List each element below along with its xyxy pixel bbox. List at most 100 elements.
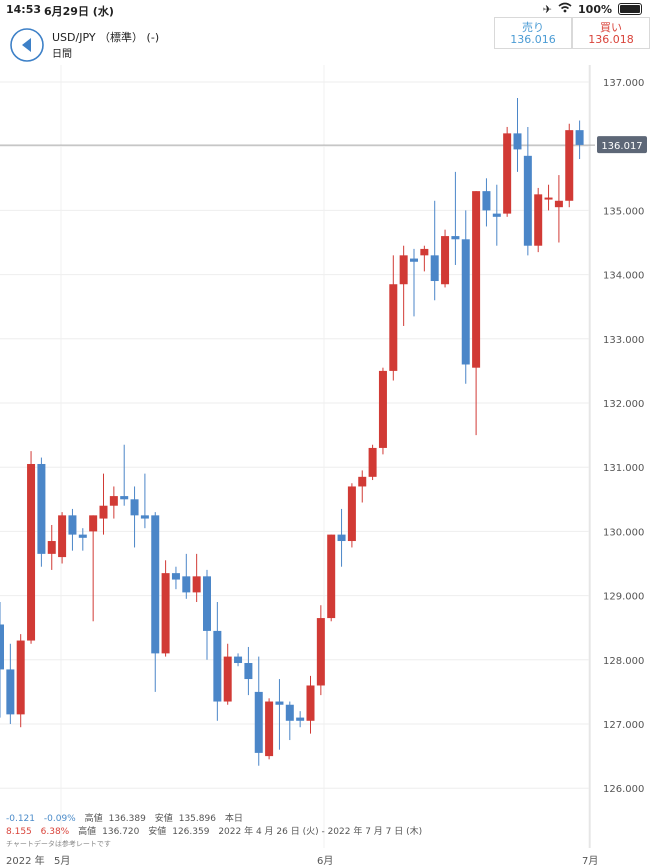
status-right: ✈ 100% — [543, 2, 642, 16]
candle-body — [151, 515, 160, 654]
candle-body — [378, 370, 387, 448]
candle-body — [254, 691, 263, 753]
high-label-range: 高値 — [78, 827, 97, 837]
back-button[interactable] — [10, 28, 44, 62]
airplane-icon: ✈ — [542, 2, 553, 16]
candle-body — [534, 194, 543, 246]
high-range: 136.720 — [102, 827, 140, 837]
candle-body — [451, 236, 460, 240]
candle-body — [482, 191, 491, 211]
candle-body — [244, 663, 253, 680]
candle-body — [544, 197, 553, 200]
candle-body — [316, 618, 325, 686]
candle-body — [120, 496, 129, 500]
buy-price: 136.018 — [588, 33, 634, 46]
currency-pair-title: USD/JPY （標準） (-) — [52, 31, 160, 44]
period-range: 2022 年 4 月 26 日 (火) - 2022 年 7 月 7 日 (木) — [218, 827, 423, 837]
candle-body — [358, 476, 367, 487]
buy-quote-button[interactable]: 買い 136.018 — [572, 17, 650, 49]
candle-body — [203, 576, 211, 631]
candle-body — [6, 669, 15, 715]
candle-body — [171, 573, 180, 580]
pct-today: -0.09% — [43, 814, 76, 824]
candle-body — [565, 130, 574, 201]
candle-body — [109, 496, 118, 506]
pct-range: 6.38% — [40, 827, 70, 837]
indicator-row-today: -0.121 -0.09% 高値 136.389 安値 135.896 本日 — [6, 811, 249, 824]
candle-body — [58, 515, 67, 558]
current-price-label: 136.017 — [601, 141, 642, 152]
candle-body — [140, 515, 149, 519]
y-tick-label: 135.000 — [603, 206, 644, 217]
candle-body — [368, 447, 377, 477]
candle-body — [472, 191, 481, 368]
high-today: 136.389 — [108, 814, 146, 824]
candle-body — [89, 515, 98, 532]
candle-body — [420, 248, 429, 256]
change-range: 8.155 — [6, 827, 32, 837]
candle-body — [27, 463, 36, 641]
high-label-today: 高値 — [84, 814, 103, 824]
x-label-july: 7月 — [582, 856, 599, 867]
candle-body — [0, 624, 4, 670]
period-today: 本日 — [224, 814, 243, 824]
candle-body — [223, 656, 232, 702]
y-tick-label: 126.000 — [603, 784, 644, 795]
candle-body — [78, 534, 87, 538]
y-tick-label: 132.000 — [603, 399, 644, 410]
candle-body — [192, 576, 201, 593]
chart-period[interactable]: 日間 — [52, 49, 72, 60]
candle-body — [441, 236, 450, 285]
sell-price: 136.016 — [510, 33, 556, 46]
change-today: -0.121 — [6, 814, 36, 824]
y-tick-label: 127.000 — [603, 720, 644, 731]
y-tick-label: 133.000 — [603, 335, 644, 346]
candle-body — [296, 717, 305, 721]
candle-body — [234, 656, 243, 664]
candle-body — [430, 255, 439, 282]
sell-quote-button[interactable]: 売り 136.016 — [494, 17, 572, 49]
y-tick-label: 128.000 — [603, 656, 644, 667]
candle-body — [265, 701, 274, 757]
back-arrow-icon — [10, 28, 44, 62]
candle-body — [503, 133, 512, 214]
candle-body — [16, 640, 25, 715]
status-date: 6月29日 (水) — [44, 5, 114, 18]
y-tick-label: 129.000 — [603, 592, 644, 603]
candle-body — [213, 630, 222, 702]
candle-body — [99, 505, 108, 519]
candle-body — [327, 534, 336, 619]
candle-body — [130, 499, 139, 516]
x-label-june: 6月 — [317, 856, 334, 867]
candle-body — [306, 685, 315, 721]
candle-body — [47, 541, 56, 554]
low-range: 126.359 — [172, 827, 210, 837]
battery-icon — [618, 3, 642, 15]
low-label-today: 安値 — [154, 814, 173, 824]
candle-body — [389, 284, 398, 371]
buy-label: 買い — [600, 21, 622, 34]
y-tick-label: 137.000 — [603, 78, 644, 89]
indicator-row-range: 8.155 6.38% 高値 136.720 安値 126.359 2022 年 4… — [6, 824, 428, 837]
current-price-badge — [597, 136, 647, 154]
candle-body — [461, 239, 470, 365]
candle-body — [285, 704, 294, 721]
candle-body — [410, 258, 418, 262]
candle-body — [275, 701, 284, 705]
candlestick-chart[interactable]: 137.000136.000135.000134.000133.000132.0… — [0, 65, 650, 866]
status-time: 14:53 — [6, 3, 42, 16]
sell-label: 売り — [522, 21, 544, 34]
x-label-year: 2022 年 — [6, 856, 45, 867]
candle-body — [337, 534, 346, 542]
candle-body — [161, 573, 170, 654]
candle-body — [37, 463, 46, 554]
low-today: 135.896 — [178, 814, 216, 824]
x-label-may: 5月 — [54, 856, 71, 867]
candle-body — [492, 213, 501, 217]
y-tick-label: 131.000 — [603, 463, 644, 474]
y-tick-label: 134.000 — [603, 271, 644, 282]
candle-body — [68, 515, 77, 535]
candle-body — [182, 576, 191, 593]
battery-percent: 100% — [578, 2, 612, 16]
candle-body — [513, 133, 522, 150]
